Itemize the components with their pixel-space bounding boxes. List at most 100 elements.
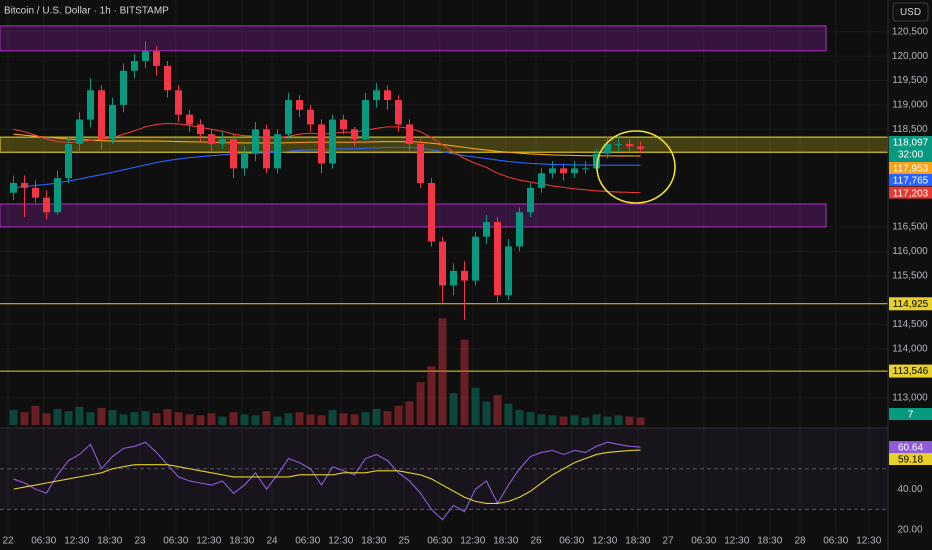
x-tick-label: 06:30 xyxy=(31,536,56,547)
candle-body xyxy=(318,124,325,164)
candle-body xyxy=(516,212,523,247)
volume-bar xyxy=(603,416,612,425)
price-tag-label: 60.64 xyxy=(898,443,923,454)
x-tick-label: 18:30 xyxy=(361,536,386,547)
price-tag-label: 32:00 xyxy=(898,150,923,161)
x-tick-label: 06:30 xyxy=(691,536,716,547)
price-tag-label: 7 xyxy=(908,410,914,421)
moving-average xyxy=(13,133,641,157)
x-tick-label: 27 xyxy=(662,536,674,547)
x-tick-label: 18:30 xyxy=(625,536,650,547)
volume-bar xyxy=(372,408,381,425)
x-tick-label: 06:30 xyxy=(163,536,188,547)
volume-bar xyxy=(229,412,238,425)
volume-bar xyxy=(394,405,403,425)
candle-body xyxy=(637,146,644,149)
volume-bar xyxy=(471,387,480,425)
price-tag-label: 117,203 xyxy=(893,188,929,199)
candle-body xyxy=(505,246,512,296)
x-tick-label: 24 xyxy=(266,536,278,547)
volume-bar xyxy=(31,405,40,425)
volume-bar xyxy=(427,366,436,425)
x-tick-label: 18:30 xyxy=(493,536,518,547)
x-tick-label: 28 xyxy=(794,536,806,547)
candle-body xyxy=(296,100,303,110)
candle-body xyxy=(175,90,182,115)
volume-bar xyxy=(361,412,370,425)
candle-body xyxy=(219,139,226,144)
currency-label[interactable]: USD xyxy=(900,7,921,18)
volume-bar xyxy=(328,410,337,425)
candle-body xyxy=(131,61,138,71)
y-tick-label: 114,000 xyxy=(892,344,928,355)
volume-bar xyxy=(20,412,29,425)
grid xyxy=(0,0,888,535)
volume-bar xyxy=(75,406,84,425)
price-tag xyxy=(889,173,932,186)
price-tag-label: 118,097 xyxy=(893,138,929,149)
y-tick-label: 114,500 xyxy=(892,319,928,330)
x-tick-label: 18:30 xyxy=(757,536,782,547)
candle-body xyxy=(483,222,490,237)
candle-body xyxy=(615,143,622,145)
candle-body xyxy=(439,241,446,286)
y-tick-label: 120,000 xyxy=(892,51,929,62)
zone xyxy=(0,25,827,52)
volume-bar xyxy=(559,416,568,425)
x-tick-label: 12:30 xyxy=(460,536,485,547)
candle-body xyxy=(208,134,215,144)
volume-bar xyxy=(350,414,359,425)
candle-body xyxy=(626,143,633,147)
zone xyxy=(0,203,827,228)
x-tick-label: 18:30 xyxy=(97,536,122,547)
candle-body xyxy=(10,183,17,193)
price-tag xyxy=(889,135,932,162)
y-tick-label: 119,500 xyxy=(892,75,928,86)
volume-bar xyxy=(141,411,150,425)
price-tag-label: 59.18 xyxy=(898,455,923,466)
candle-body xyxy=(538,173,545,188)
volume-bar xyxy=(284,413,293,425)
moving-average xyxy=(13,122,641,194)
x-tick-label: 18:30 xyxy=(229,536,254,547)
candle-body xyxy=(241,153,248,169)
candle-body xyxy=(362,100,369,140)
candle-body xyxy=(549,168,556,174)
x-tick-label: 12:30 xyxy=(856,536,881,547)
candle-body xyxy=(395,100,402,125)
x-tick-label: 12:30 xyxy=(592,536,617,547)
price-tag xyxy=(889,186,932,199)
volume-bar xyxy=(614,415,623,425)
rsi-line xyxy=(13,449,641,504)
candle-body xyxy=(428,183,435,242)
candle-body xyxy=(329,119,336,164)
y-tick-label: 120,500 xyxy=(892,26,929,37)
currency-button[interactable] xyxy=(892,2,929,22)
x-tick-label: 12:30 xyxy=(328,536,353,547)
volume-bar xyxy=(196,415,205,425)
plot xyxy=(0,25,889,521)
x-tick-label: 06:30 xyxy=(823,536,848,547)
volume-bar xyxy=(306,414,315,425)
volume-bar xyxy=(636,417,645,425)
x-tick-label: 12:30 xyxy=(196,536,221,547)
x-tick-label: 06:30 xyxy=(427,536,452,547)
candle-body xyxy=(340,119,347,130)
y-tick-label: 115,500 xyxy=(892,270,928,281)
price-tag-label: 114,925 xyxy=(893,299,929,310)
volume-bar xyxy=(53,408,62,425)
price-tag xyxy=(889,453,932,466)
annotation-circle xyxy=(596,130,676,204)
candle-body xyxy=(43,197,50,213)
candle-body xyxy=(120,70,127,105)
volume-bar xyxy=(207,413,216,425)
volume-bar xyxy=(218,416,227,425)
volume-bar xyxy=(493,395,502,425)
x-tick-label: 06:30 xyxy=(559,536,584,547)
volume-bar xyxy=(405,401,414,425)
price-tag xyxy=(889,408,932,420)
volume-bar xyxy=(416,382,425,425)
price-tag xyxy=(889,297,932,311)
price-tag xyxy=(889,161,932,174)
